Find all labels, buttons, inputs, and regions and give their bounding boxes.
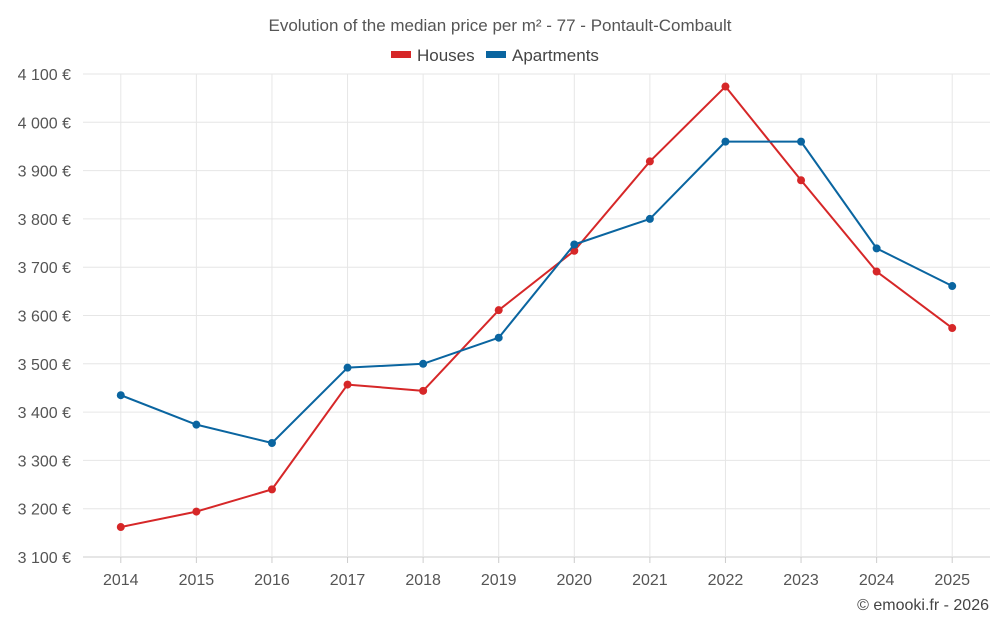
data-point-apartments[interactable]: [192, 420, 201, 429]
data-point-houses[interactable]: [192, 507, 201, 516]
x-tick-label: 2023: [783, 572, 819, 589]
y-tick-label: 3 200 €: [18, 502, 71, 519]
series-layer: [116, 82, 957, 532]
data-point-houses[interactable]: [419, 386, 428, 395]
y-tick-label: 3 700 €: [18, 260, 71, 277]
y-tick-label: 3 500 €: [18, 357, 71, 374]
y-tick-label: 3 300 €: [18, 453, 71, 470]
legend-label-apartments[interactable]: Apartments: [512, 46, 599, 65]
data-point-houses[interactable]: [494, 306, 503, 315]
legend-swatch-apartments: [486, 51, 506, 58]
y-tick-label: 4 100 €: [18, 67, 71, 84]
data-point-apartments[interactable]: [721, 137, 730, 146]
x-tick-label: 2021: [632, 572, 668, 589]
series-line-houses: [120, 85, 953, 529]
data-point-apartments[interactable]: [267, 439, 276, 448]
data-point-houses[interactable]: [797, 176, 806, 185]
data-point-houses[interactable]: [872, 267, 881, 276]
y-tick-label: 3 400 €: [18, 405, 71, 422]
data-point-apartments[interactable]: [797, 137, 806, 146]
y-axis: 3 100 € 3 200 € 3 300 € 3 400 € 3 500 € 3 600…: [18, 67, 71, 567]
data-point-apartments[interactable]: [948, 282, 957, 291]
y-tick-label: 3 800 €: [18, 212, 71, 229]
series-line-apartments: [120, 140, 953, 445]
x-axis: 2014 2015 2016 2017 2018 2019 2020 2021 2022 2023…: [103, 557, 970, 589]
chart-title: Evolution of the median price per m² - 7…: [268, 16, 731, 35]
y-tick-label: 4 000 €: [18, 115, 71, 132]
data-point-houses[interactable]: [570, 246, 579, 255]
legend-swatch-houses: [391, 51, 411, 58]
data-point-houses[interactable]: [267, 485, 276, 494]
y-tick-label: 3 600 €: [18, 309, 71, 326]
grid: [83, 73, 990, 558]
y-tick-label: 3 900 €: [18, 164, 71, 181]
x-tick-label: 2018: [405, 572, 441, 589]
credit-text: © emooki.fr - 2026: [857, 597, 989, 614]
x-tick-label: 2024: [859, 572, 895, 589]
data-point-apartments[interactable]: [494, 333, 503, 342]
x-tick-label: 2017: [330, 572, 366, 589]
data-point-apartments[interactable]: [570, 240, 579, 249]
x-tick-label: 2014: [103, 572, 139, 589]
data-point-houses[interactable]: [343, 380, 352, 389]
data-point-houses[interactable]: [721, 82, 730, 91]
data-point-houses[interactable]: [116, 523, 125, 532]
data-point-houses[interactable]: [645, 157, 654, 166]
data-point-apartments[interactable]: [419, 359, 428, 368]
data-point-apartments[interactable]: [645, 214, 654, 223]
x-tick-label: 2015: [179, 572, 215, 589]
x-tick-label: 2020: [556, 572, 592, 589]
data-point-apartments[interactable]: [343, 363, 352, 372]
x-tick-label: 2019: [481, 572, 517, 589]
data-point-apartments[interactable]: [116, 391, 125, 400]
x-tick-label: 2016: [254, 572, 290, 589]
y-tick-label: 3 100 €: [18, 550, 71, 567]
legend: Houses Apartments: [391, 46, 599, 65]
data-point-apartments[interactable]: [872, 244, 881, 253]
data-point-houses[interactable]: [948, 324, 957, 333]
x-tick-label: 2022: [708, 572, 744, 589]
legend-label-houses[interactable]: Houses: [417, 46, 475, 65]
x-tick-label: 2025: [934, 572, 970, 589]
